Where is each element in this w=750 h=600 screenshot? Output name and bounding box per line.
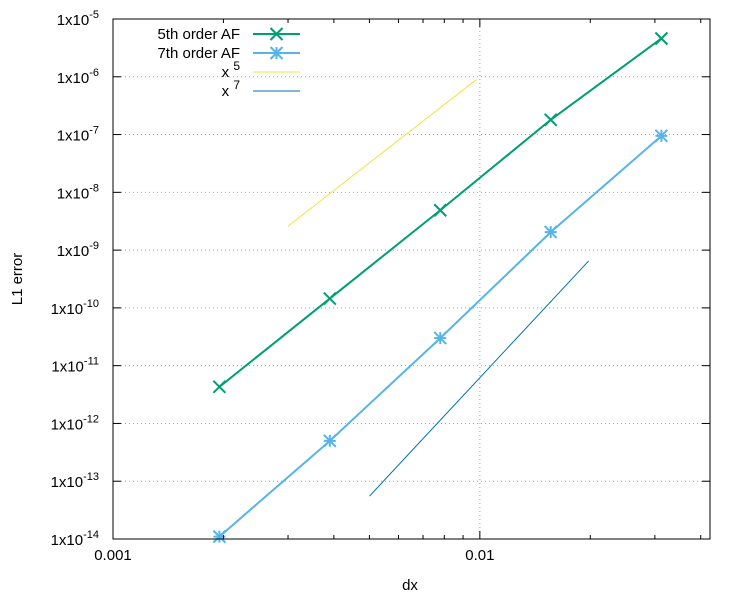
legend-entry: x 7 [222, 78, 300, 100]
y-tick-label: 1x10-6 [57, 67, 99, 87]
marker-stroke [654, 31, 669, 46]
legend-entry: 7th order AF [157, 45, 300, 62]
y-tick-label: 1x10-9 [57, 240, 99, 260]
data-point [433, 331, 447, 345]
tick-labels: 1x10-14 1x10-13 1x10-12 1x10-11 1x10-10 1x10-… [51, 9, 495, 564]
marker-stroke [543, 113, 558, 127]
y-axis-label: L1 error [9, 253, 26, 306]
legend-label: 7th order AF [157, 45, 240, 62]
y-tick-label: 1x10-8 [57, 182, 99, 202]
y-tick-label: 1x10-12 [51, 413, 99, 433]
series-line [287, 79, 477, 227]
marker-stroke [269, 27, 284, 41]
y-tick-label: 1x10-13 [51, 471, 99, 491]
plot-frame [112, 18, 711, 540]
data-point [654, 31, 669, 46]
legend-label: 5th order AF [157, 26, 240, 43]
x-axis-label: dx [402, 577, 418, 594]
y-tick-label: 1x10-7 [57, 125, 99, 145]
ticks [112, 18, 710, 540]
legend-label: x 5 [222, 59, 241, 81]
grid [113, 19, 710, 539]
series-2 [287, 79, 477, 227]
marker-stroke [433, 203, 447, 217]
data-point [212, 380, 227, 394]
data-point [212, 529, 227, 544]
y-tick-label: 1x10-14 [51, 529, 99, 549]
x-tick-label: 0.01 [465, 547, 494, 564]
legend-label: x 7 [222, 78, 241, 100]
series-1 [212, 129, 669, 544]
data-point [323, 291, 337, 306]
y-tick-label: 1x10-5 [57, 9, 99, 29]
data-point [323, 434, 337, 448]
series-layer [212, 31, 669, 544]
data-point [433, 203, 447, 217]
data-point [654, 129, 669, 143]
series-line [369, 260, 590, 497]
y-tick-label: 1x10-11 [51, 356, 99, 376]
series-0 [212, 31, 669, 394]
x-tick-label: 0.001 [94, 547, 132, 564]
series-3 [369, 260, 590, 497]
legend-entry: 5th order AF [157, 26, 300, 43]
legend-entry: x 5 [222, 59, 300, 81]
legend: 5th order AF 7th order AFx 5x 7 [157, 26, 300, 100]
marker-stroke [212, 380, 227, 394]
marker-stroke [323, 291, 337, 306]
data-point [543, 225, 558, 239]
data-point [543, 113, 558, 127]
y-tick-label: 1x10-10 [51, 298, 99, 318]
